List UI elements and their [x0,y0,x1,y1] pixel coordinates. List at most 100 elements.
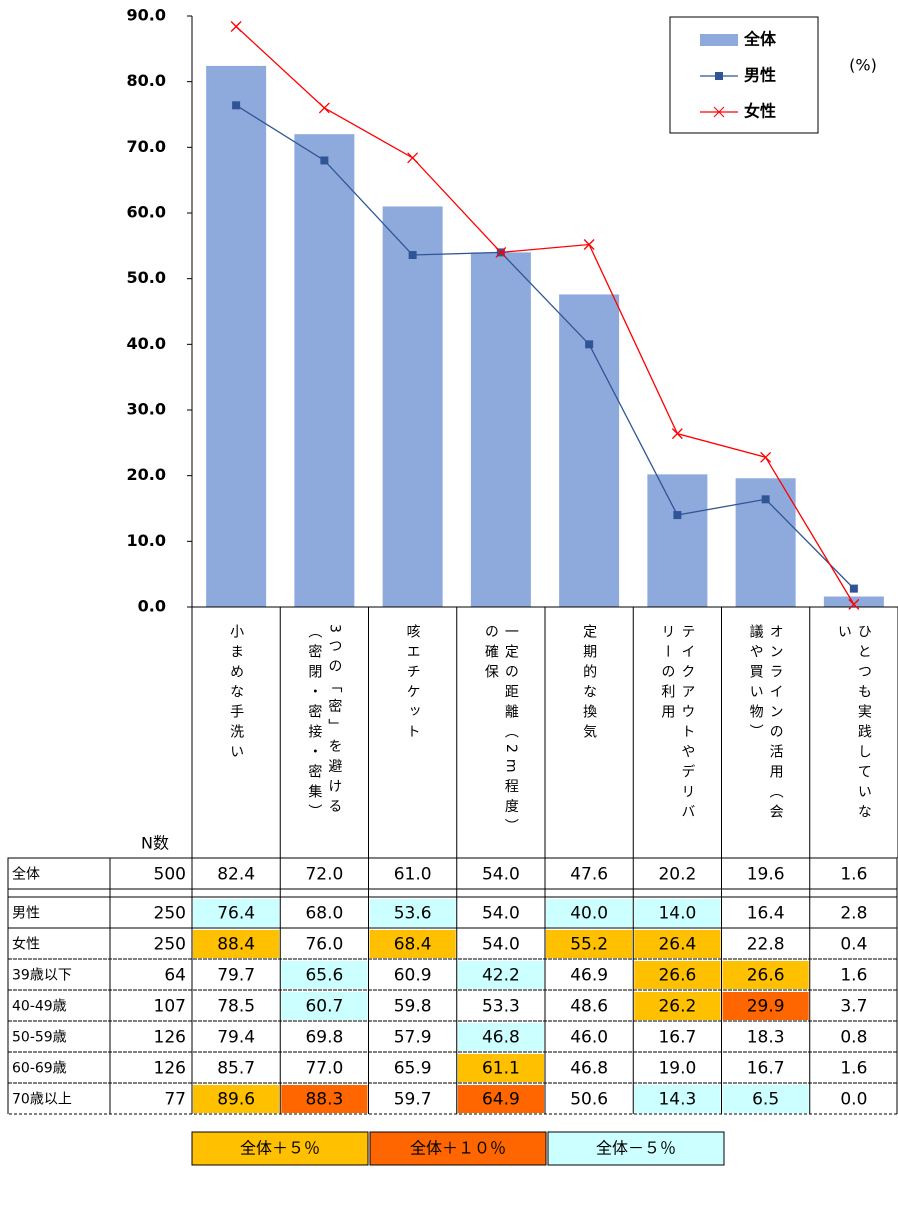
row-n: 107 [154,997,186,1017]
y-tick-label: 10.0 [127,531,166,550]
category-label: 一定の距離（2m程度）の確保 [482,624,519,839]
category-label: ひとつも実践していない [835,624,872,824]
marker [407,152,419,164]
row-label: 男性 [12,906,40,922]
cell-value: 19.0 [658,1059,696,1079]
y-tick-label: 60.0 [127,203,166,222]
cell-value: 46.8 [482,1028,520,1048]
cell-value: 0.8 [840,1028,867,1048]
y-tick-label: 30.0 [127,400,166,419]
cell-value: 1.6 [840,1059,867,1079]
legend-box [669,16,819,134]
row-n: 126 [154,1059,186,1079]
marker [673,511,682,520]
legend-label: 男性 [744,66,776,85]
row-n: 250 [154,935,186,955]
cell-value: 79.7 [217,966,255,986]
cell-value: 20.2 [658,865,696,885]
cell-highlight [457,1085,544,1113]
category-label: 小まめな手洗い [228,624,245,764]
cell-value: 14.0 [658,904,696,924]
cell-value: 22.8 [747,935,785,955]
legend-label: 女性 [744,102,776,121]
cell-value: 57.9 [394,1028,432,1048]
cell-value: 50.6 [570,1090,608,1110]
category-label: オンラインの活用（会議や買い物） [747,624,784,824]
cell-highlight [546,899,633,927]
cell-highlight [457,961,544,989]
cell-value: 85.7 [217,1059,255,1079]
marker [849,584,858,593]
bar [823,596,884,607]
cell-value: 59.7 [394,1090,432,1110]
line [235,26,855,605]
row-label: 40-49歳 [12,999,67,1015]
row-n: 500 [154,865,186,885]
row-label: 女性 [12,936,40,953]
cell-highlight [193,1085,280,1113]
cell-highlight [634,961,721,989]
cell-value: 82.4 [217,865,255,885]
cell-value: 54.0 [482,904,520,924]
category-label: 定期的な換気 [581,624,598,744]
cell-value: 65.6 [305,966,343,986]
cell-value: 53.3 [482,997,520,1017]
cell-value: 59.8 [394,997,432,1017]
highlight-legend-box [191,1131,369,1166]
cell-highlight [634,930,721,958]
marker [848,598,860,610]
cell-value: 16.7 [747,1059,785,1079]
cell-highlight [722,1085,809,1113]
cell-value: 53.6 [394,904,432,924]
legend-label: 全体 [743,30,777,49]
cell-value: 26.6 [747,966,785,986]
cell-value: 55.2 [570,935,608,955]
bar [206,65,267,607]
marker [320,156,329,165]
cell-value: 46.8 [570,1059,608,1079]
y-tick-label: 0.0 [138,597,166,616]
row-label: 50-59歳 [12,1030,67,1046]
y-tick-label: 40.0 [127,334,166,353]
bar [382,206,443,607]
cell-highlight [369,899,456,927]
cell-value: 42.2 [482,966,520,986]
cell-value: 16.4 [747,904,785,924]
row-label: 39歳以下 [12,968,72,984]
cell-highlight [369,930,456,958]
cell-highlight [722,961,809,989]
cell-value: 88.4 [217,935,255,955]
cell-highlight [634,1085,721,1113]
cell-highlight [193,930,280,958]
legend-swatch [700,34,738,46]
marker [671,428,683,440]
bar [294,134,355,607]
marker [760,451,772,463]
cell-value: 16.7 [658,1028,696,1048]
row-n: 126 [154,1028,186,1048]
cell-value: 14.3 [658,1090,696,1110]
cell-value: 3.7 [840,997,867,1017]
cell-value: 72.0 [305,865,343,885]
row-n: 64 [164,966,186,986]
cell-value: 64.9 [482,1090,520,1110]
cell-value: 61.0 [394,865,432,885]
category-label: 咳エチケット [404,624,421,744]
cell-highlight [634,899,721,927]
y-tick-label: 70.0 [127,137,166,156]
cell-highlight [546,930,633,958]
highlight-legend-box [369,1131,547,1166]
cell-highlight [457,1054,544,1082]
marker [761,495,770,504]
marker [495,246,507,258]
cell-value: 69.8 [305,1028,343,1048]
cell-highlight [281,1085,368,1113]
bar [647,474,708,607]
highlight-legend-box [547,1131,725,1166]
cell-value: 54.0 [482,865,520,885]
cell-highlight [634,992,721,1020]
cell-highlight [457,1023,544,1051]
cell-value: 26.6 [658,966,696,986]
